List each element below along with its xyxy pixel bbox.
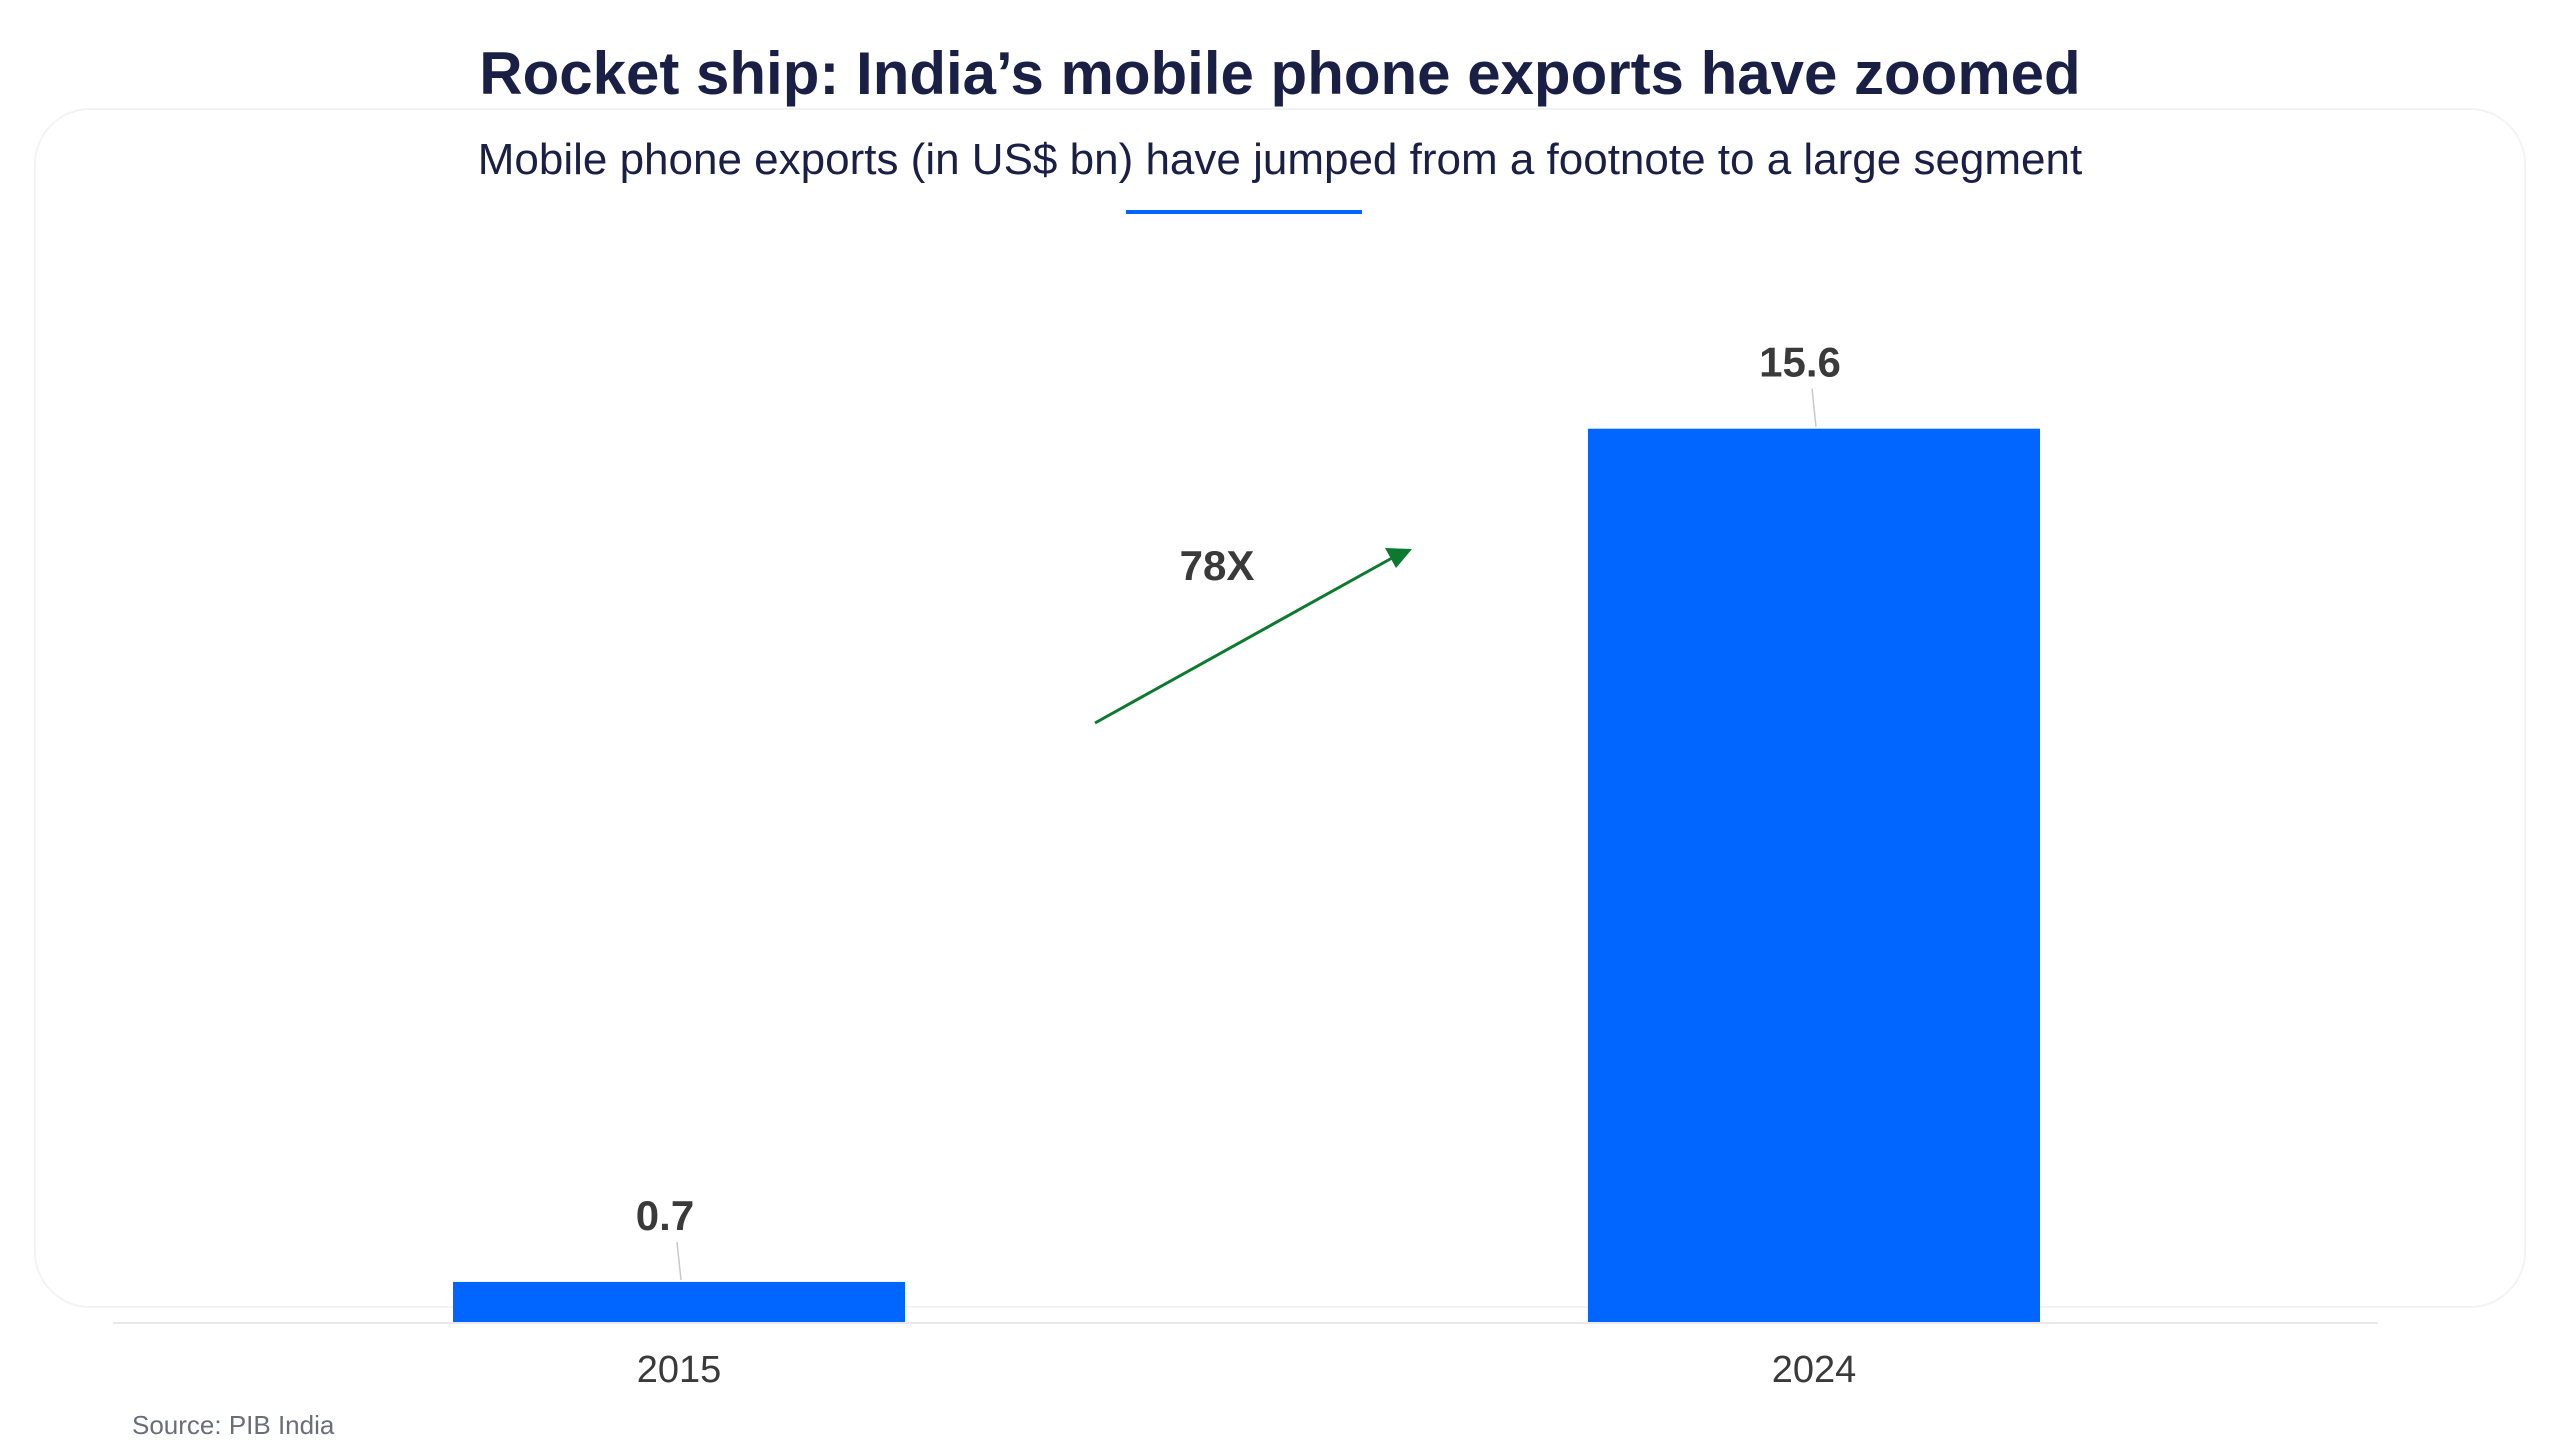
- growth-arrow-head: [1385, 548, 1412, 568]
- bar-2015: [453, 1281, 905, 1322]
- data-label-2015: 0.7: [636, 1192, 694, 1239]
- x-tick-label-2015: 2015: [637, 1349, 722, 1391]
- data-label-2024: 15.6: [1759, 339, 1841, 386]
- chart-card: [34, 108, 2526, 1308]
- bar-2024: [1588, 428, 2040, 1322]
- growth-annotation-label: 78X: [1180, 542, 1255, 589]
- growth-arrow-line: [1094, 556, 1393, 725]
- chart-subtitle: Mobile phone exports (in US$ bn) have ju…: [477, 135, 2083, 184]
- data-label-leader-2024: [1811, 388, 1817, 427]
- chart-title: Rocket ship: India’s mobile phone export…: [479, 40, 2081, 107]
- title-underline-accent: [1126, 210, 1362, 214]
- x-tick-label-2024: 2024: [1772, 1349, 1857, 1391]
- source-note: Source: PIB India: [132, 1410, 335, 1440]
- data-label-leader-2015: [676, 1241, 682, 1280]
